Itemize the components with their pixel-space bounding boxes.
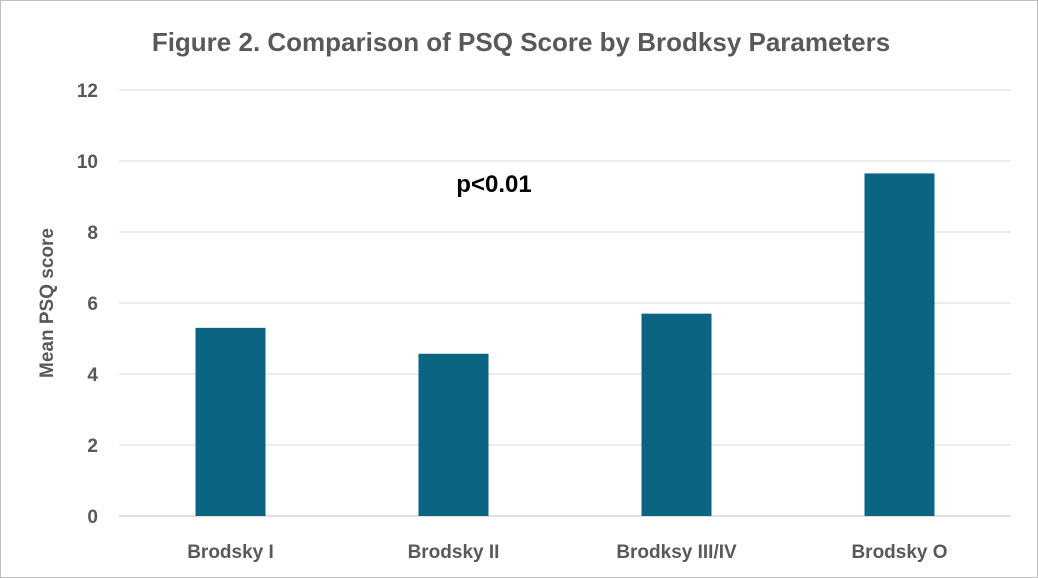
- y-axis-ticks: 0 2 4 6 8 10 12: [77, 81, 99, 528]
- x-tick-label: Brodsky I: [187, 542, 274, 563]
- gridlines: [119, 89, 1011, 517]
- x-tick-label: Brodksy III/IV: [616, 542, 737, 563]
- bar: [195, 327, 266, 516]
- y-tick-label: 6: [87, 294, 98, 315]
- y-axis-label: Mean PSQ score: [37, 228, 58, 378]
- x-axis-ticks: Brodsky I Brodsky II Brodksy III/IV Brodsky…: [187, 542, 947, 563]
- y-tick-label: 8: [87, 223, 98, 244]
- p-value-annotation: p<0.01: [456, 171, 531, 198]
- y-tick-label: 4: [87, 365, 98, 386]
- bar: [864, 173, 935, 517]
- x-tick-label: Brodsky II: [408, 542, 500, 563]
- bar: [418, 353, 489, 516]
- y-tick-label: 2: [87, 436, 98, 457]
- y-tick-label: 12: [77, 81, 98, 102]
- y-tick-label: 10: [77, 152, 98, 173]
- x-tick-label: Brodsky O: [851, 542, 947, 563]
- bars: [195, 173, 935, 517]
- y-tick-label: 0: [87, 507, 98, 528]
- bar: [641, 313, 712, 516]
- chart-title: Figure 2. Comparison of PSQ Score by Bro…: [152, 27, 890, 57]
